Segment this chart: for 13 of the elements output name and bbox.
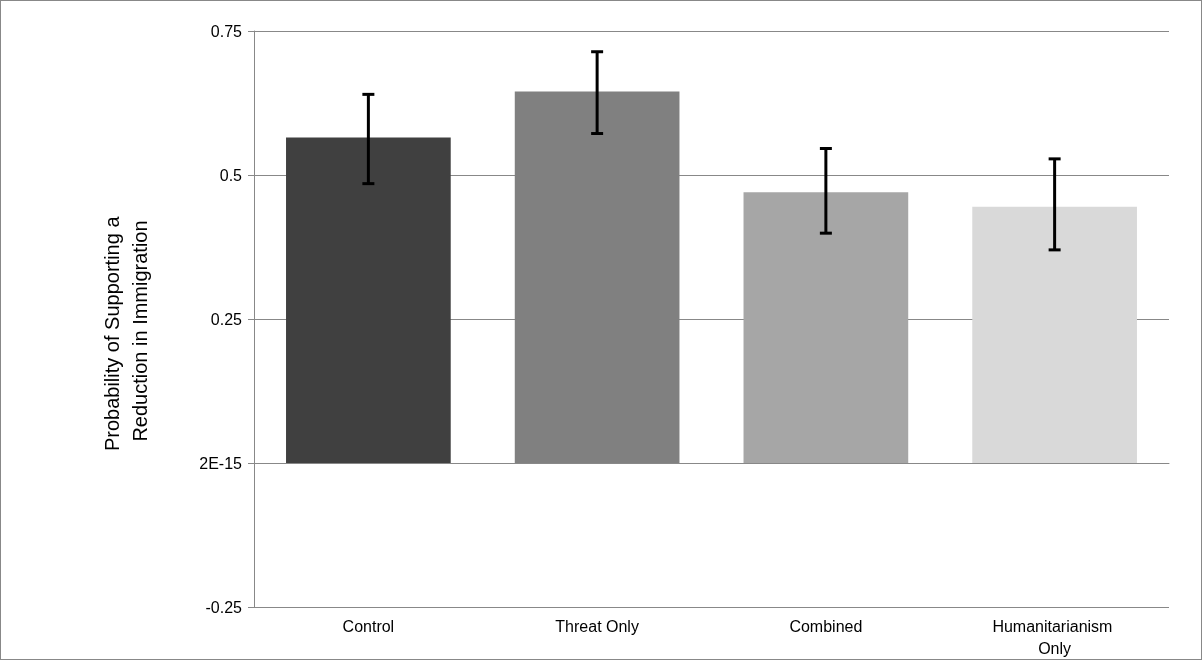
bar	[286, 137, 451, 463]
x-tick-label: Combined	[789, 617, 863, 635]
y-axis-title: Probability of Supporting a Reduction in Immigration	[101, 210, 151, 452]
y-tick-label: 0.5	[219, 166, 243, 184]
bar	[743, 192, 909, 463]
x-tick-label: Threat Only	[555, 617, 639, 635]
y-tick-label: 0.25	[210, 310, 243, 328]
y-tick-label: 2E-15	[199, 454, 243, 472]
y-tick-label: 0.75	[210, 22, 243, 40]
y-tick-label: -0.25	[205, 598, 243, 616]
x-tick-label: Humanitarianism Only	[992, 617, 1117, 657]
bar	[972, 206, 1137, 463]
x-tick-label: Control	[342, 617, 395, 635]
